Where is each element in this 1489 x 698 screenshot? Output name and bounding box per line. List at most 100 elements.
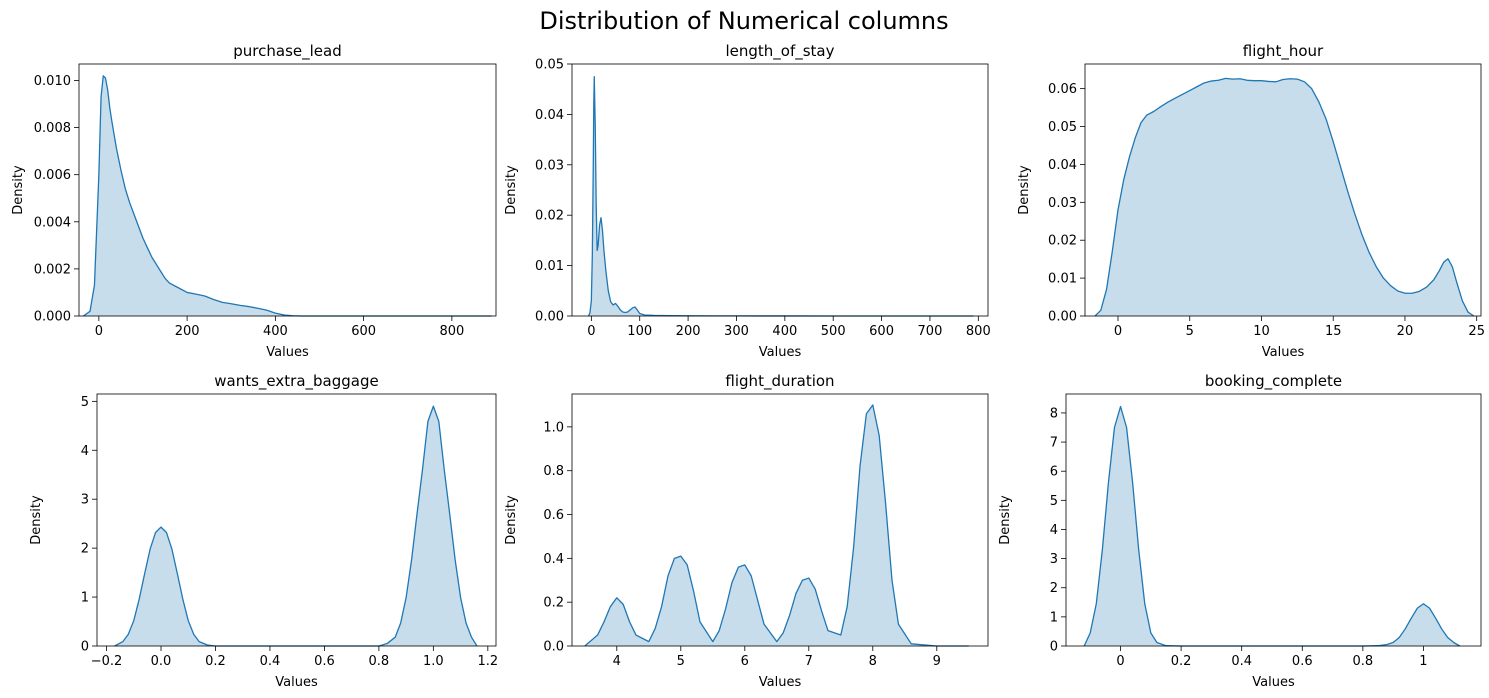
axes-frame — [1084, 63, 1482, 317]
x-tick-label: 0 — [95, 324, 103, 339]
y-tick-label: 8 — [1050, 406, 1058, 421]
y-tick-label: 0.000 — [34, 310, 71, 325]
subplot-grid: 0 200 400 600 8000.0000.0020.0040.0060.0080.… — [11, 42, 1485, 690]
x-tick-label: 0.0 — [151, 654, 172, 669]
x-tick-label: 1.2 — [477, 654, 498, 669]
x-tick-label: 700 — [918, 324, 943, 339]
y-tick-label: 5 — [81, 395, 89, 410]
y-tick-label: 4 — [81, 444, 89, 459]
subplot-title: flight_duration — [725, 372, 834, 391]
y-tick-label: 0.04 — [535, 108, 564, 123]
y-tick-label: 0.006 — [34, 168, 71, 183]
x-tick-label: 5 — [677, 654, 685, 669]
x-tick-label: 0 — [1116, 654, 1124, 669]
y-axis-label: Density — [11, 165, 26, 215]
density-line — [587, 75, 974, 317]
y-tick-label: 0.04 — [1048, 158, 1077, 173]
y-tick-label: 0.002 — [34, 262, 71, 277]
y-tick-label: 0.02 — [1048, 234, 1077, 249]
y-tick-label: 5 — [1050, 494, 1058, 509]
x-axis-label: Values — [1262, 345, 1305, 360]
y-tick-label: 3 — [81, 493, 89, 508]
density-fill — [584, 404, 969, 646]
x-tick-label: 0.6 — [314, 654, 335, 669]
y-tick-label: 0.01 — [1048, 272, 1077, 287]
density-line — [1094, 77, 1475, 317]
y-tick-label: 0.008 — [34, 121, 71, 136]
x-tick-label: 15 — [1325, 324, 1342, 339]
subplot-title: purchase_lead — [233, 42, 341, 61]
axes-frame — [571, 63, 989, 317]
density-fill — [114, 406, 477, 646]
x-tick-label: 0.2 — [1171, 654, 1192, 669]
y-tick-label: 0.03 — [1048, 196, 1077, 211]
y-tick-label: 0.01 — [535, 259, 564, 274]
y-tick-label: 0.2 — [543, 596, 564, 611]
y-tick-label: 7 — [1050, 436, 1058, 451]
x-tick-label: 800 — [439, 324, 464, 339]
y-tick-label: 4 — [1050, 523, 1058, 538]
axes-frame — [96, 393, 497, 647]
x-axis-label: Values — [759, 345, 802, 360]
y-tick-label: 3 — [1050, 552, 1058, 567]
y-tick-label: 0 — [1050, 640, 1058, 655]
x-tick-label: −0.2 — [91, 654, 123, 669]
x-tick-label: 0.2 — [205, 654, 226, 669]
y-tick-label: 1 — [1050, 610, 1058, 625]
subplot-title: wants_extra_baggage — [214, 372, 378, 391]
y-tick-label: 1.0 — [543, 420, 564, 435]
density-fill — [1095, 78, 1474, 317]
x-tick-label: 0.4 — [260, 654, 281, 669]
y-axis-label: Density — [504, 495, 519, 545]
y-tick-label: 0.05 — [1048, 120, 1077, 135]
x-tick-label: 5 — [1186, 324, 1194, 339]
subplot-booking_complete: 0 0.2 0.4 0.6 0.8 1 0 1 2 3 4 5 6 7 8 booking_complete V… — [998, 372, 1482, 690]
subplot-length_of_stay: 0 100 200 300 400 500 600 700 800 0.00 0.01 0.02 0.0… — [504, 42, 991, 360]
x-tick-label: 8 — [869, 654, 877, 669]
x-tick-label: 200 — [676, 324, 701, 339]
x-tick-label: 9 — [933, 654, 941, 669]
subplot-purchase_lead: 0 200 400 600 800 0.000 0.002 0.004 0.006 0.008 0.… — [11, 42, 497, 360]
y-axis-label: Density — [1017, 165, 1032, 215]
x-axis-label: Values — [1252, 675, 1295, 690]
x-tick-label: 6 — [741, 654, 749, 669]
y-tick-label: 0.0 — [543, 640, 564, 655]
y-tick-label: 0 — [81, 640, 89, 655]
y-axis-label: Density — [29, 495, 44, 545]
subplot-title: length_of_stay — [725, 42, 834, 61]
y-tick-label: 2 — [1050, 581, 1058, 596]
density-fill — [588, 76, 974, 316]
density-fill — [83, 75, 492, 316]
axes-frame — [78, 63, 497, 317]
y-tick-label: 0.00 — [535, 310, 564, 325]
subplot-title: flight_hour — [1243, 42, 1324, 61]
x-tick-label: 600 — [351, 324, 376, 339]
x-tick-label: 10 — [1253, 324, 1270, 339]
density-line — [83, 75, 492, 317]
y-tick-label: 1 — [81, 591, 89, 606]
y-tick-label: 0.004 — [34, 215, 71, 230]
x-tick-label: 0 — [1114, 324, 1122, 339]
x-tick-label: 600 — [869, 324, 894, 339]
x-axis-label: Values — [759, 675, 802, 690]
y-axis-label: Density — [504, 165, 519, 215]
y-tick-label: 0.06 — [1048, 82, 1077, 97]
x-tick-label: 4 — [613, 654, 621, 669]
x-tick-label: 500 — [821, 324, 846, 339]
y-tick-label: 0.00 — [1048, 310, 1077, 325]
x-tick-label: 25 — [1468, 324, 1485, 339]
x-tick-label: 0.4 — [1231, 654, 1252, 669]
x-tick-label: 7 — [805, 654, 813, 669]
axes-frame — [1065, 393, 1482, 647]
y-axis-label: Density — [998, 495, 1013, 545]
y-tick-label: 6 — [1050, 465, 1058, 480]
y-tick-label: 0.05 — [535, 58, 564, 73]
density-fill — [1084, 406, 1460, 646]
x-tick-label: 0 — [587, 324, 595, 339]
subplot-wants_extra_baggage: −0.2 0.0 0.2 0.4 0.6 0.8 1.0 1.2 0 1 2 3 4 5 wants_ext… — [29, 372, 498, 690]
y-tick-label: 0.03 — [535, 158, 564, 173]
y-tick-label: 0.010 — [34, 74, 71, 89]
x-tick-label: 100 — [627, 324, 652, 339]
subplot-flight_duration: 4 5 6 7 8 9 0.0 0.2 0.4 0.6 0.8 1.0 flight_duration V… — [504, 372, 989, 690]
